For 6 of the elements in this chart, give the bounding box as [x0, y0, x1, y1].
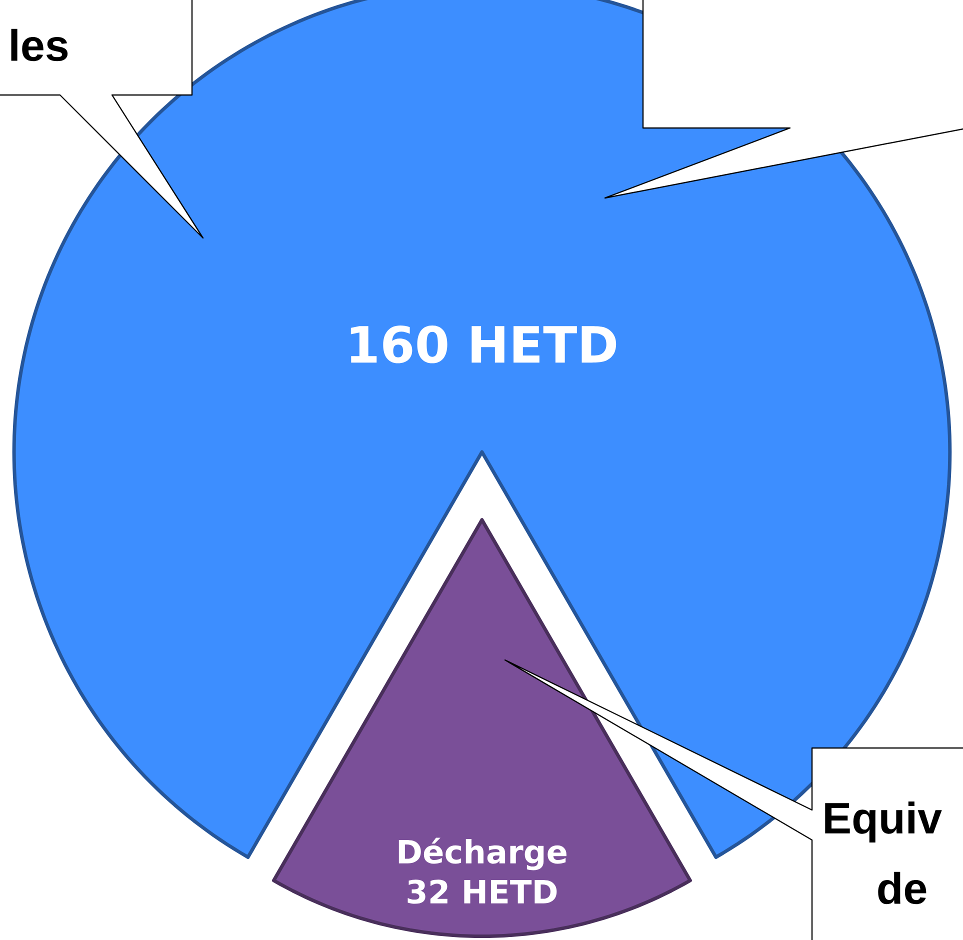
data-label: 32 HETD: [408, 880, 557, 904]
text: les: [11, 28, 68, 62]
slice-label: Décharge: [398, 838, 566, 870]
text: de: [878, 872, 926, 904]
data-label: 160 HETD: [350, 325, 616, 364]
text: Equiv: [825, 801, 942, 842]
